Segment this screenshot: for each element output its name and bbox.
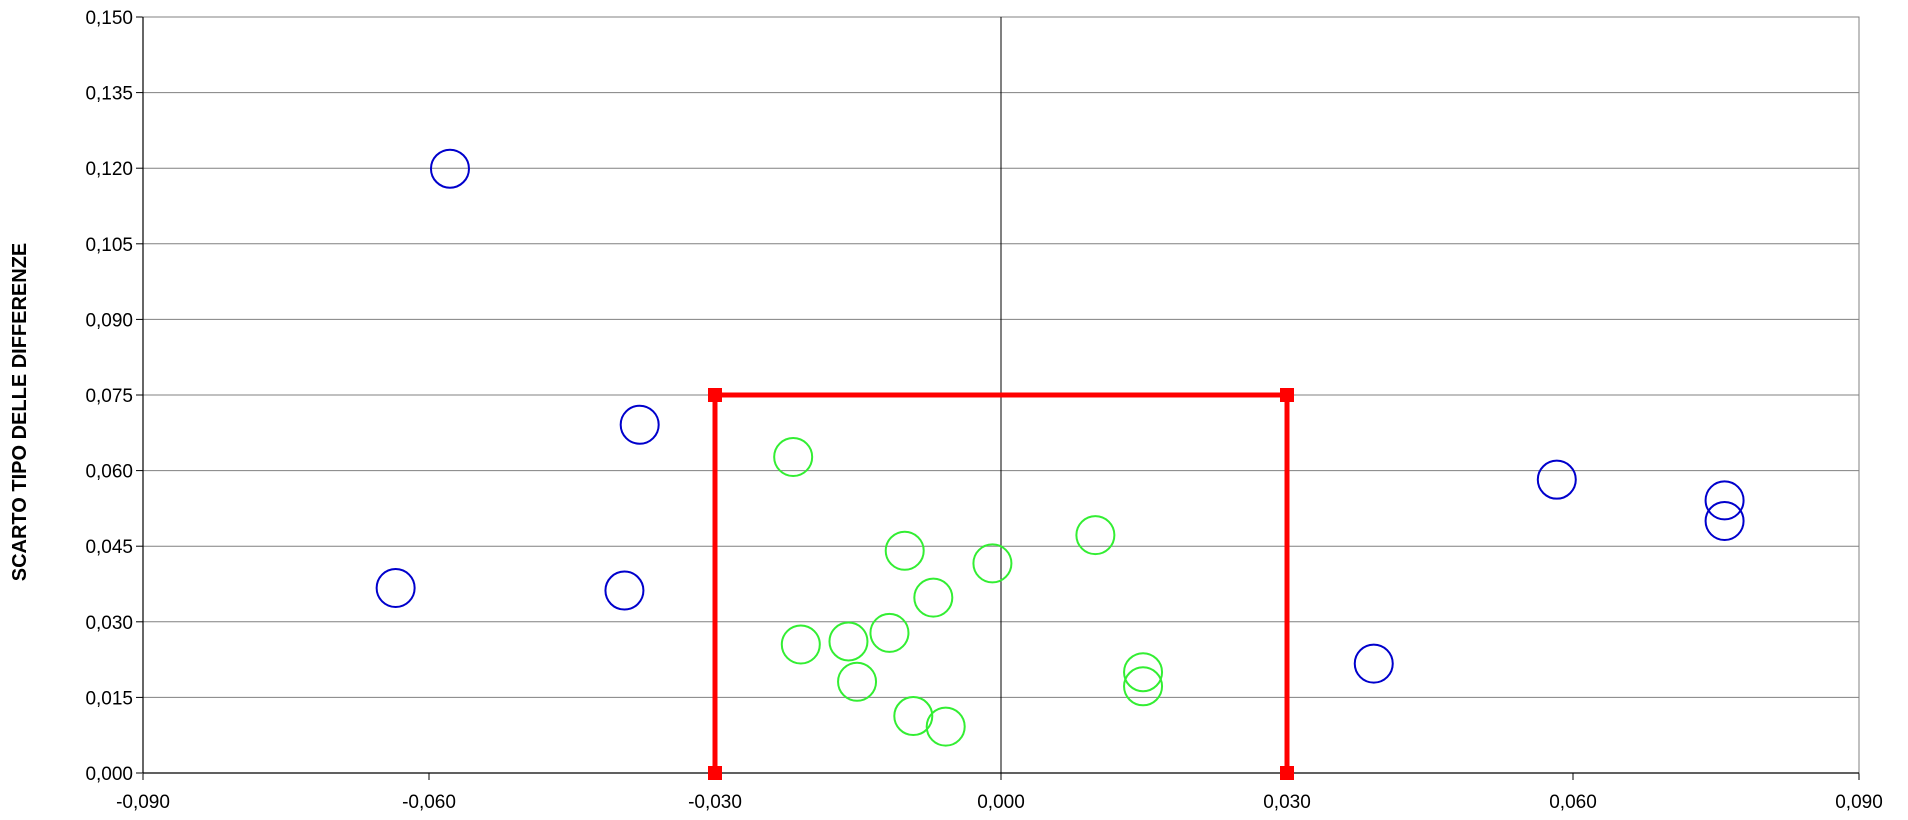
limit-box-layer [708,388,1294,780]
y-tick-label: 0,030 [85,613,133,634]
x-tick-label: 0,060 [1549,792,1597,813]
data-point-layer [375,148,1745,747]
data-point-inside [925,706,966,747]
data-point-outside [1704,480,1745,521]
y-tick-label: 0,105 [85,235,133,256]
x-tick-label: 0,000 [977,792,1025,813]
limit-box-line [712,392,1290,773]
x-tick-label: -0,030 [688,792,742,813]
data-point-outside [604,570,645,611]
data-point-inside [1075,515,1116,556]
data-point-inside [1123,666,1164,707]
y-tick-label: 0,060 [85,462,133,483]
y-tick-label: 0,150 [85,8,133,29]
limit-box-marker [1280,388,1294,402]
axis-layer [136,16,1860,780]
data-point-inside [773,436,814,477]
data-point-outside [1353,643,1394,684]
y-axis-title: SCARTO TIPO DELLE DIFFERENZE [9,243,31,582]
data-point-outside [375,568,416,609]
limit-box-marker [1280,766,1294,780]
data-point-inside [884,530,925,571]
data-point-inside [913,577,954,618]
data-point-inside [893,696,934,737]
limit-box-marker [708,766,722,780]
x-tick-label: 0,090 [1835,792,1883,813]
y-tick-label: 0,000 [85,764,133,785]
data-point-inside [972,543,1013,584]
data-point-inside [1123,652,1164,693]
data-point-inside [780,624,821,665]
y-tick-label: 0,015 [85,688,133,709]
limit-box-marker [708,388,722,402]
y-tick-label: 0,090 [85,310,133,331]
data-point-outside [429,148,470,189]
data-point-inside [828,621,869,662]
data-point-outside [1536,459,1577,500]
x-tick-label: -0,060 [402,792,456,813]
data-point-inside [869,612,910,653]
x-tick-label: 0,030 [1263,792,1311,813]
data-point-outside [619,404,660,445]
tick-label-layer: 0,000 0,015 0,030 0,045 0,060 0,075 0,090 0,105… [85,8,1882,813]
y-tick-label: 0,075 [85,386,133,407]
x-tick-label: -0,090 [116,792,170,813]
y-tick-label: 0,045 [85,537,133,558]
data-point-inside [837,661,878,702]
data-point-outside [1704,501,1745,541]
y-tick-label: 0,120 [85,159,133,180]
y-tick-label: 0,135 [85,84,133,105]
